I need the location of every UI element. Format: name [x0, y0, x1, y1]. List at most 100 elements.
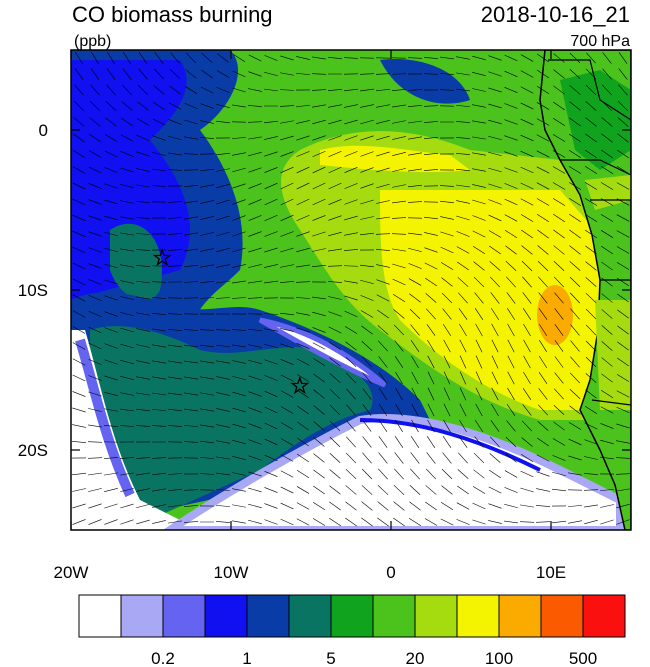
wind-barb: [313, 373, 325, 383]
wind-barb: [585, 373, 597, 383]
wind-barb: [264, 231, 278, 237]
wind-barb: [361, 325, 373, 335]
wind-barb: [183, 521, 199, 523]
wind-barb: [232, 183, 246, 189]
wind-barb: [376, 151, 390, 157]
wind-barb: [394, 356, 404, 368]
wind-barb: [201, 69, 213, 79]
wind-barb: [72, 407, 86, 413]
wind-barb: [427, 371, 435, 385]
wind-barb: [456, 168, 470, 172]
wind-barb: [103, 457, 119, 459]
wind-barb: [616, 407, 630, 413]
wind-barb: [328, 281, 342, 283]
wind-barb: [200, 344, 214, 348]
wind-barb: [345, 357, 357, 367]
wind-barb: [616, 230, 630, 238]
wind-barb: [328, 104, 342, 108]
wind-barb: [122, 68, 132, 80]
wind-barb: [376, 264, 390, 268]
wind-barb: [345, 501, 357, 511]
wind-barb: [600, 182, 614, 190]
wind-barb: [296, 198, 310, 206]
wind-barb: [264, 182, 278, 190]
wind-barb: [475, 371, 483, 385]
wind-barb: [106, 84, 116, 96]
wind-barb: [616, 440, 630, 444]
wind-barb: [216, 408, 230, 412]
wind-barb: [601, 277, 613, 287]
wind-barb: [378, 452, 388, 464]
wind-barb: [408, 232, 422, 236]
wind-barb: [87, 441, 103, 443]
wind-barb: [600, 198, 614, 206]
wind-barb: [456, 246, 470, 254]
wind-barb: [232, 375, 246, 381]
wind-barb: [296, 343, 310, 349]
wind-barb: [72, 358, 86, 366]
wind-barb: [617, 100, 629, 112]
wind-barb: [280, 231, 294, 237]
wind-barb: [538, 276, 548, 288]
wind-barb: [554, 356, 564, 368]
wind-barb: [424, 247, 438, 253]
wind-barb: [392, 120, 406, 124]
wind-barb: [535, 505, 551, 507]
wind-barb: [474, 436, 484, 448]
wind-barb: [313, 405, 325, 415]
wind-barb: [346, 388, 356, 400]
title: CO biomass burning: [72, 2, 273, 27]
wind-barb: [536, 198, 550, 206]
wind-barb: [425, 485, 437, 495]
wind-barb: [360, 151, 374, 157]
wind-barb: [199, 297, 215, 299]
wind-barb: [569, 229, 581, 239]
wind-barb: [475, 339, 483, 353]
wind-barb: [507, 371, 515, 385]
wind-barb: [297, 437, 309, 447]
wind-barb: [296, 120, 310, 124]
wind-barb: [568, 213, 582, 223]
wind-barb: [248, 215, 262, 221]
wind-barb: [538, 355, 548, 369]
wind-barb: [378, 387, 388, 401]
wind-barb: [616, 423, 630, 429]
wind-barb: [392, 89, 406, 91]
wind-barb: [280, 486, 294, 494]
wind-barb: [280, 264, 294, 268]
wind-barb: [616, 390, 630, 398]
wind-barb: [617, 149, 629, 159]
wind-barb: [618, 52, 628, 64]
wind-barb: [455, 121, 471, 123]
wind-barb: [472, 502, 486, 510]
wind-barb: [311, 73, 327, 75]
wind-barb: [474, 292, 484, 304]
wind-barb: [584, 456, 598, 460]
wind-barb: [248, 71, 262, 77]
wind-barb: [72, 310, 86, 318]
wind-barb: [72, 342, 86, 350]
wind-barb: [87, 457, 103, 459]
wind-barb: [475, 355, 483, 369]
wind-barb: [168, 102, 182, 110]
wind-barb: [538, 292, 548, 304]
wind-barb: [168, 135, 182, 141]
wind-barb: [88, 408, 102, 412]
wind-barb: [345, 452, 357, 464]
wind-barb: [329, 388, 341, 400]
wind-barb: [520, 86, 534, 94]
wind-barb: [345, 485, 357, 495]
wind-barb: [569, 261, 581, 271]
wind-barb: [168, 328, 182, 332]
wind-barb: [136, 392, 150, 396]
field-region: [71, 60, 190, 300]
wind-barb: [523, 355, 531, 369]
wind-barb: [344, 119, 358, 125]
wind-barb: [392, 152, 406, 156]
wind-barb: [568, 520, 582, 524]
axes: 20W 10W 0 10E 0 10S 20S: [18, 50, 631, 582]
wind-barb: [89, 117, 101, 127]
wind-barb: [216, 183, 230, 189]
wind-barb: [297, 389, 309, 399]
wind-barb: [168, 360, 182, 364]
